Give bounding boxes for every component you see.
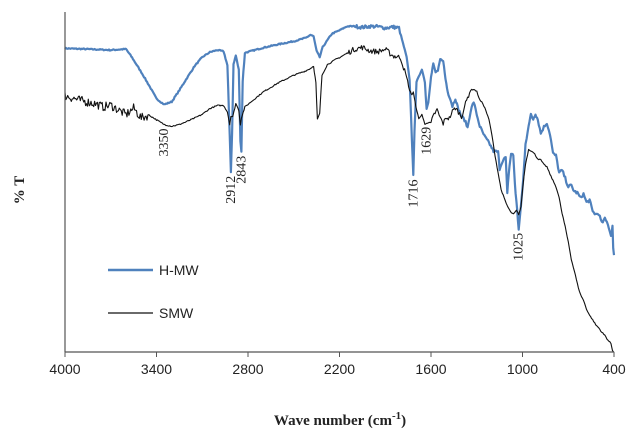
peak-label-2843: 2843 (234, 156, 249, 184)
legend-label-smw: SMW (159, 305, 194, 321)
x-tick-label: 1600 (415, 361, 446, 377)
series-line-smw (64, 45, 615, 353)
x-tick-label: 1000 (507, 361, 538, 377)
x-tick-label: 3400 (141, 361, 172, 377)
plot-area (64, 23, 616, 353)
legend: H-MW SMW (108, 262, 199, 321)
peak-label-2912: 2912 (224, 176, 239, 204)
x-tick-label: 400 (602, 361, 626, 377)
x-tick-label: 2200 (324, 361, 355, 377)
peak-label-1025: 1025 (512, 233, 527, 261)
legend-label-h-mw: H-MW (159, 262, 199, 278)
series-line-h-mw (64, 23, 616, 256)
x-tick-label: 2800 (232, 361, 263, 377)
axes: 4000 3400 2800 2200 1600 1000 400 (49, 12, 626, 377)
x-tick-label: 4000 (49, 361, 80, 377)
y-axis-title: % T (12, 176, 28, 204)
peak-label-3350: 3350 (157, 129, 172, 157)
x-axis-title: Wave number (cm-1) (274, 410, 406, 429)
peak-label-1716: 1716 (406, 180, 421, 208)
peak-label-1629: 1629 (420, 127, 435, 155)
